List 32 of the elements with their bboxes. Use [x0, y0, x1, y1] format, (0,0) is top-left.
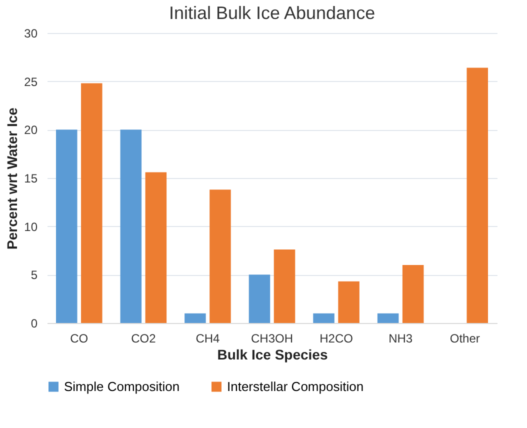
bar [338, 281, 360, 323]
x-tick-label: NH3 [388, 332, 413, 346]
y-tick-label: 25 [24, 74, 38, 89]
bar [81, 83, 102, 323]
bar [145, 172, 167, 323]
y-tick-label: 0 [30, 316, 38, 330]
bar [210, 190, 231, 323]
x-tick-label: CO [70, 332, 88, 346]
x-tick-label: Other [450, 332, 480, 346]
bar [402, 265, 424, 323]
bar [248, 274, 270, 323]
x-tick-label: H2CO [320, 332, 353, 346]
chart-title: Initial Bulk Ice Abundance [168, 3, 376, 23]
bar [466, 68, 488, 323]
y-tick-label: 30 [24, 26, 38, 40]
x-tick-label: CO2 [131, 332, 156, 346]
y-tick-label: 15 [24, 172, 38, 186]
bar [377, 313, 399, 323]
x-axis-title: Bulk Ice Species [217, 346, 328, 362]
x-tick-label: CH4 [196, 332, 220, 346]
y-axis-title: Percent wrt Water Ice [4, 107, 20, 250]
x-tick-label: CH3OH [250, 332, 294, 346]
bar [56, 130, 78, 323]
y-tick-label: 10 [24, 220, 38, 234]
y-tick-label: 20 [24, 123, 38, 138]
legend-label: Simple Composition [64, 378, 180, 394]
bar [313, 313, 334, 323]
bar [274, 250, 296, 323]
y-tick-label: 5 [30, 268, 38, 282]
bar [184, 313, 206, 323]
legend-label: Interstellar Composition [227, 378, 364, 394]
bar [120, 130, 142, 323]
